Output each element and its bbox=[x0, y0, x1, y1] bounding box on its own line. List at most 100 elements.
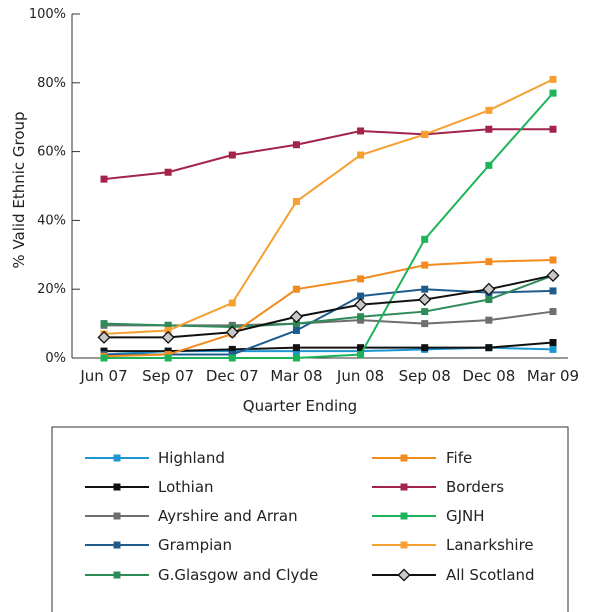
series-line bbox=[97, 268, 560, 344]
data-point bbox=[113, 454, 121, 462]
data-point bbox=[421, 320, 429, 328]
data-point bbox=[357, 313, 365, 321]
data-point bbox=[549, 287, 557, 295]
x-tick-label: Mar 08 bbox=[270, 367, 322, 385]
x-tick-label: Dec 08 bbox=[462, 367, 515, 385]
x-tick-label: Jun 08 bbox=[336, 367, 384, 385]
data-point bbox=[292, 197, 300, 205]
data-point bbox=[292, 320, 300, 328]
data-point bbox=[549, 308, 557, 316]
data-point bbox=[113, 483, 121, 491]
data-point bbox=[228, 354, 236, 362]
data-point bbox=[357, 151, 365, 159]
legend-label: Lanarkshire bbox=[446, 536, 534, 554]
data-point bbox=[549, 125, 557, 133]
legend-entry: Ayrshire and Arran bbox=[85, 507, 298, 525]
data-point bbox=[292, 354, 300, 362]
data-point bbox=[357, 344, 365, 352]
data-point bbox=[225, 325, 239, 339]
data-point bbox=[164, 326, 172, 334]
data-point bbox=[113, 571, 121, 579]
legend-label: Ayrshire and Arran bbox=[158, 507, 298, 525]
data-point bbox=[164, 354, 172, 362]
data-point bbox=[164, 168, 172, 176]
legend-entry: Grampian bbox=[85, 536, 232, 554]
data-point bbox=[100, 320, 108, 328]
data-point bbox=[292, 326, 300, 334]
data-point bbox=[400, 483, 408, 491]
legend-label: G.Glasgow and Clyde bbox=[158, 566, 318, 584]
data-point bbox=[357, 275, 365, 283]
data-point bbox=[100, 354, 108, 362]
data-point bbox=[400, 541, 408, 549]
data-point bbox=[97, 330, 111, 344]
data-point bbox=[357, 351, 365, 359]
data-point bbox=[485, 125, 493, 133]
series-path bbox=[103, 78, 554, 335]
legend-box bbox=[51, 426, 569, 612]
data-point bbox=[421, 344, 429, 352]
legend-entry: GJNH bbox=[372, 507, 485, 525]
legend-label: Highland bbox=[158, 449, 225, 467]
data-point bbox=[400, 454, 408, 462]
series-path bbox=[104, 288, 554, 356]
data-point bbox=[482, 282, 496, 296]
series-path bbox=[103, 258, 554, 358]
legend-label: GJNH bbox=[446, 507, 485, 525]
series-lines bbox=[97, 75, 560, 362]
data-point bbox=[100, 175, 108, 183]
y-axis-title: % Valid Ethnic Group bbox=[10, 111, 28, 268]
data-point bbox=[418, 293, 432, 307]
data-point bbox=[421, 308, 429, 316]
axes bbox=[71, 14, 568, 359]
data-point bbox=[485, 344, 493, 352]
data-point bbox=[485, 258, 493, 266]
y-tick-label: 100% bbox=[29, 7, 66, 22]
y-ticks: 0% 20% 40% 60% 80% 100% bbox=[29, 7, 80, 366]
legend-entry: Lothian bbox=[85, 478, 214, 496]
data-point bbox=[228, 299, 236, 307]
data-point bbox=[292, 285, 300, 293]
data-point bbox=[421, 261, 429, 269]
x-tick-label: Sep 08 bbox=[399, 367, 451, 385]
legend-entry: G.Glasgow and Clyde bbox=[85, 566, 318, 584]
data-point bbox=[549, 345, 557, 353]
data-point bbox=[357, 127, 365, 135]
data-point bbox=[485, 316, 493, 324]
x-tick-label: Jun 07 bbox=[79, 367, 127, 385]
data-point bbox=[113, 541, 121, 549]
y-tick-label: 60% bbox=[37, 145, 66, 160]
legend-entry: All Scotland bbox=[372, 566, 535, 584]
legend-label: Fife bbox=[446, 449, 472, 467]
y-tick-label: 40% bbox=[37, 213, 66, 228]
data-point bbox=[113, 512, 121, 520]
x-axis-title: Quarter Ending bbox=[243, 397, 357, 415]
data-point bbox=[549, 256, 557, 264]
legend-entry: Borders bbox=[372, 478, 504, 496]
x-tick-label: Dec 07 bbox=[206, 367, 259, 385]
y-tick-label: 80% bbox=[37, 76, 66, 91]
legend-label: Lothian bbox=[158, 478, 214, 496]
data-point bbox=[354, 298, 368, 312]
data-point bbox=[549, 89, 557, 97]
series-path bbox=[104, 92, 554, 359]
y-tick-label: 20% bbox=[37, 282, 66, 297]
data-point bbox=[228, 345, 236, 353]
legend: Highland Lothian Ayrshire and Arran Grampia… bbox=[85, 449, 535, 584]
legend-label: All Scotland bbox=[446, 566, 535, 584]
data-point bbox=[546, 268, 560, 282]
data-point bbox=[549, 339, 557, 347]
legend-entry: Highland bbox=[85, 449, 225, 467]
series-path bbox=[103, 128, 553, 181]
data-point bbox=[164, 321, 172, 329]
legend-label: Borders bbox=[446, 478, 504, 496]
x-tick-label: Sep 07 bbox=[142, 367, 194, 385]
data-point bbox=[421, 285, 429, 293]
legend-label: Grampian bbox=[158, 536, 232, 554]
legend-entry: Lanarkshire bbox=[372, 536, 534, 554]
data-point bbox=[161, 330, 175, 344]
data-point bbox=[400, 512, 408, 520]
data-point bbox=[292, 141, 300, 149]
data-point bbox=[228, 151, 236, 159]
